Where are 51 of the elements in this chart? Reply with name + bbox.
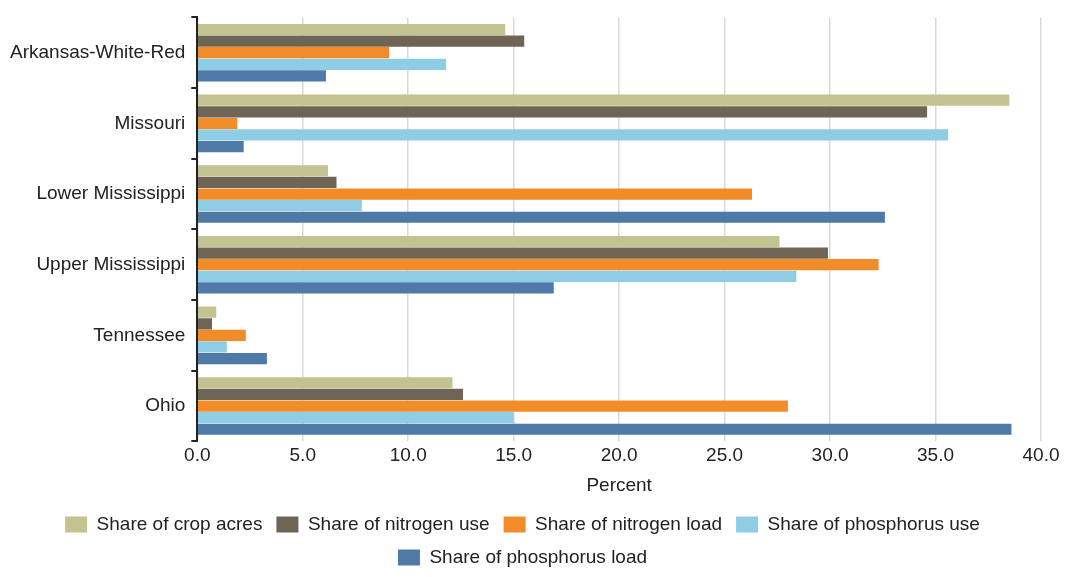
- y-tick-label: Upper Mississippi: [36, 252, 186, 274]
- bar: [198, 188, 753, 200]
- bar: [198, 35, 525, 47]
- y-tick-label: Tennessee: [93, 323, 186, 345]
- bar: [198, 140, 244, 153]
- x-tick-label: 0.0: [184, 444, 211, 466]
- legend-label: Share of crop acres: [96, 512, 263, 534]
- x-tick-label: 20.0: [600, 444, 638, 466]
- x-axis-title: Percent: [586, 473, 653, 495]
- bar: [198, 211, 885, 223]
- bar: [198, 106, 928, 118]
- bar: [198, 341, 227, 353]
- bar: [198, 47, 390, 59]
- x-tick-label: 35.0: [917, 444, 955, 466]
- bar: [198, 329, 246, 342]
- bar: [198, 94, 1010, 106]
- bar: [198, 282, 554, 294]
- y-tick-label: Lower Mississippi: [36, 182, 186, 204]
- legend-label: Share of nitrogen use: [307, 512, 490, 534]
- bar: [198, 423, 1012, 435]
- bar: [198, 70, 326, 82]
- bar: [198, 400, 788, 412]
- bar: [198, 235, 780, 248]
- y-tick-label: Ohio: [145, 394, 186, 416]
- bar: [198, 352, 267, 365]
- bar: [198, 58, 447, 70]
- bar: [198, 129, 949, 141]
- x-tick-label: 25.0: [706, 444, 744, 466]
- x-tick-label: 15.0: [495, 444, 533, 466]
- bar: [198, 247, 828, 259]
- y-tick-label: Arkansas-White-Red: [10, 40, 186, 62]
- legend-label: Share of phosphorus load: [429, 545, 648, 567]
- bar: [198, 377, 453, 389]
- bar: [198, 23, 506, 36]
- x-tick-label: 10.0: [389, 444, 427, 466]
- bar: [198, 306, 217, 318]
- bar: [198, 318, 213, 330]
- x-tick-label: 5.0: [289, 444, 316, 466]
- y-tick-label: Missouri: [114, 111, 186, 133]
- legend-label: Share of nitrogen load: [535, 512, 723, 534]
- bar: [198, 412, 514, 424]
- x-tick-label: 40.0: [1022, 444, 1060, 466]
- x-tick-label: 30.0: [811, 444, 849, 466]
- bar: [198, 388, 464, 401]
- bar: [198, 200, 362, 212]
- bar: [198, 176, 337, 189]
- legend-label: Share of phosphorus use: [767, 512, 980, 534]
- bar: [198, 270, 797, 282]
- bar: [198, 117, 238, 130]
- bar: [198, 259, 879, 271]
- bar: [198, 165, 329, 177]
